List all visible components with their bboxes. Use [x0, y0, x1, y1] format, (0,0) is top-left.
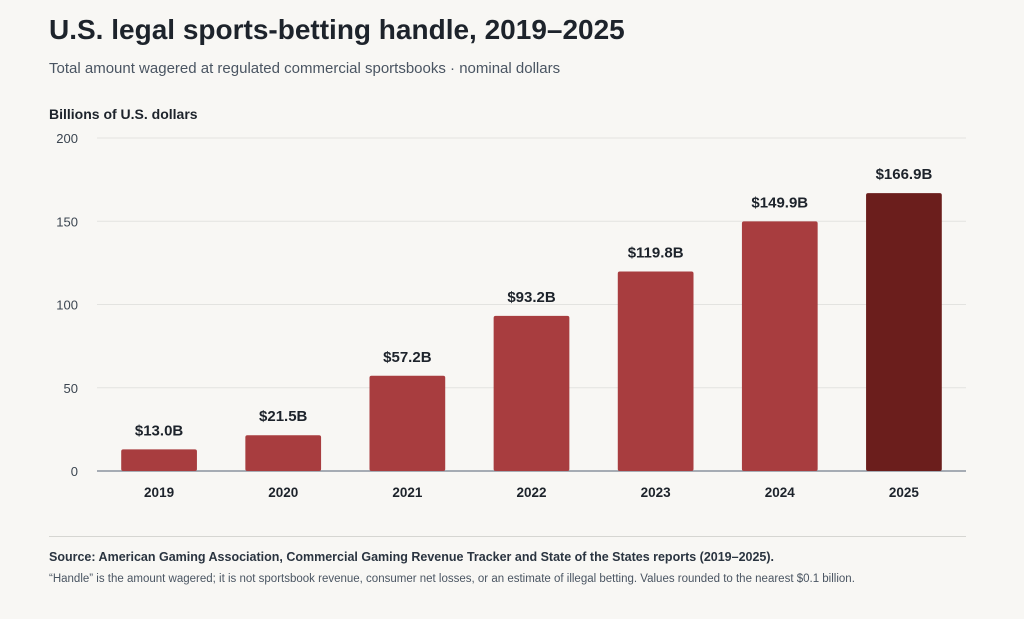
bar-2021: [369, 375, 446, 471]
y-tick-label: 150: [56, 214, 78, 229]
x-tick-label-2023: 2023: [641, 485, 672, 500]
bar-2019: [121, 449, 197, 471]
source-note: Source: American Gaming Association, Com…: [49, 550, 775, 564]
data-label-2022: $93.2B: [507, 289, 556, 306]
x-tick-label-2025: 2025: [889, 485, 920, 500]
x-tick-label-2021: 2021: [392, 485, 423, 500]
bar-2024: [741, 221, 818, 471]
chart-subtitle: Total amount wagered at regulated commer…: [49, 60, 561, 77]
data-label-2021: $57.2B: [383, 349, 432, 366]
x-tick-label-2022: 2022: [516, 485, 546, 500]
footnote: “Handle” is the amount wagered; it is no…: [49, 573, 855, 585]
bar-chart: Billions of U.S. dollars 0 50 100 150 200 $13…: [49, 106, 966, 500]
data-label-2020: $21.5B: [259, 408, 308, 425]
data-label-2025: $166.9B: [876, 166, 933, 183]
y-tick-label: 0: [71, 464, 78, 479]
data-label-2024: $149.9B: [751, 194, 808, 211]
y-axis-label: Billions of U.S. dollars: [49, 106, 198, 122]
data-label-2019: $13.0B: [135, 422, 184, 439]
chart-title: U.S. legal sports-betting handle, 2019–2…: [49, 14, 625, 45]
x-tick-label-2024: 2024: [765, 485, 796, 500]
x-tick-label-2019: 2019: [144, 485, 174, 500]
data-label-2023: $119.8B: [628, 245, 684, 262]
bar-2023: [617, 271, 694, 471]
x-tick-label-2020: 2020: [268, 485, 298, 500]
y-tick-label: 200: [56, 131, 78, 146]
bar-2022: [493, 315, 570, 471]
y-tick-label: 100: [56, 298, 78, 313]
bar-2020: [245, 435, 322, 471]
bar-2025: [866, 193, 942, 471]
y-tick-label: 50: [64, 381, 78, 396]
footer-divider: [49, 536, 966, 537]
